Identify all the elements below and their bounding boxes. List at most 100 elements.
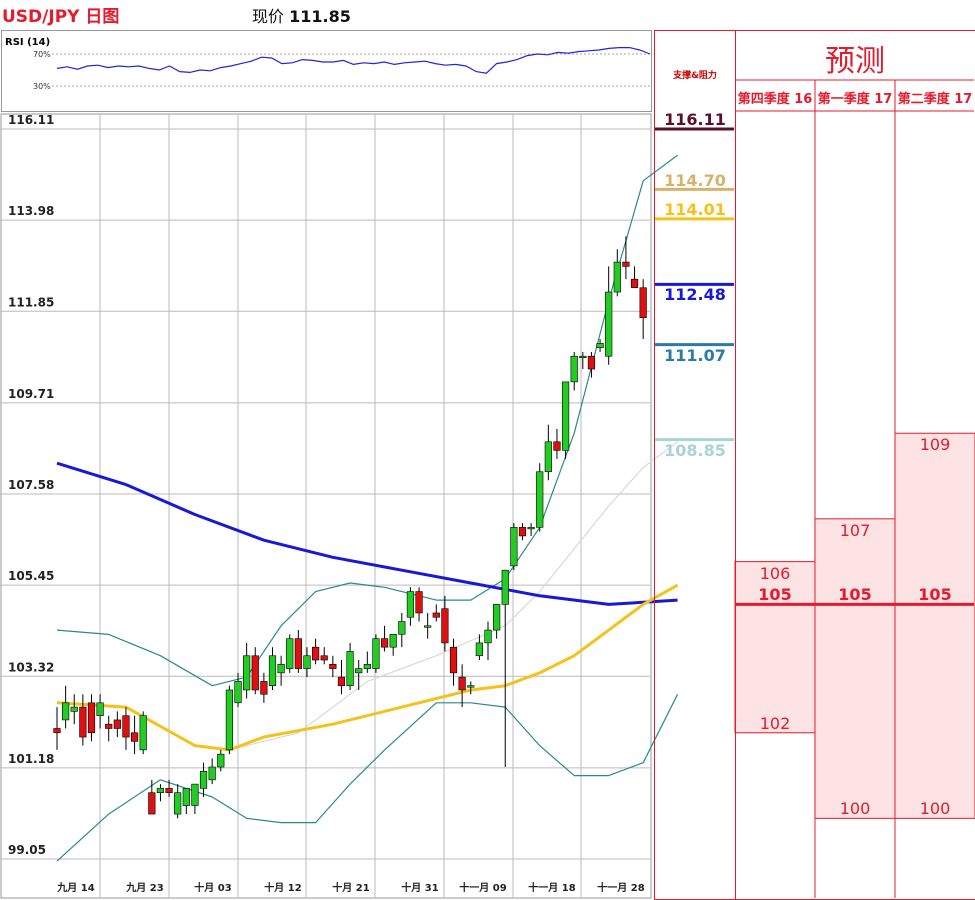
candle — [372, 634, 380, 673]
candle-body — [217, 753, 225, 768]
candle-body — [406, 591, 415, 618]
candle-body — [432, 612, 440, 618]
candle — [53, 707, 61, 750]
candle — [467, 681, 475, 695]
candle — [217, 749, 225, 772]
candle — [268, 647, 277, 690]
candle-body — [389, 634, 397, 648]
candle — [596, 339, 604, 352]
forecast-low-value: 102 — [759, 713, 791, 733]
forecast-quarter-header: 第四季度 16 — [737, 92, 813, 107]
candle-body — [501, 569, 509, 605]
support-resistance-title: 支撑&阻力 — [673, 71, 717, 81]
x-tick-label: 十月 03 — [194, 881, 231, 894]
candle — [165, 779, 173, 797]
sr-level-label: 116.11 — [664, 110, 726, 129]
rsi-title: RSI (14) — [5, 37, 51, 48]
candle-body — [53, 728, 61, 734]
forecast-mid-value: 105 — [918, 585, 952, 605]
price-value: 111.85 — [289, 7, 351, 26]
candle-body — [311, 646, 320, 661]
candle — [458, 664, 466, 708]
forecast-quarter-header: 第二季度 17 — [897, 92, 973, 107]
candle — [544, 424, 552, 481]
candle-body — [458, 676, 466, 691]
forecast-low-value: 100 — [919, 799, 951, 819]
candle — [553, 428, 561, 459]
candle — [622, 236, 630, 280]
forecast-panel — [735, 30, 975, 900]
ma-grey-line — [229, 441, 678, 751]
candle-body — [294, 638, 302, 669]
candle — [79, 694, 87, 746]
sr-level-label: 112.48 — [664, 285, 726, 305]
ma-yellow-line — [56, 583, 679, 752]
candle — [234, 672, 242, 708]
candle-body — [79, 706, 87, 738]
candle — [311, 638, 320, 665]
candle — [130, 715, 139, 755]
candle-body — [329, 664, 337, 669]
candle-body — [96, 702, 104, 716]
candle — [156, 784, 165, 802]
chart-title: USD/JPY 日图 — [2, 7, 120, 27]
candle-body — [518, 527, 527, 537]
current-price: 现价 111.85 — [252, 3, 351, 27]
candle-body — [156, 788, 165, 793]
bollinger-upper-line — [56, 154, 678, 687]
candle-body — [87, 702, 96, 734]
candle — [62, 685, 70, 729]
candle-body — [191, 783, 199, 806]
candle — [501, 569, 509, 768]
candle — [561, 381, 570, 459]
candle — [380, 625, 389, 652]
candle — [639, 279, 647, 340]
candle — [243, 642, 251, 699]
forecast-range-box — [894, 432, 975, 819]
candle-body — [639, 287, 647, 319]
rsi-panel — [1, 30, 652, 112]
candle-body — [113, 719, 121, 729]
y-tick-label: 103.32 — [8, 660, 54, 674]
candle — [527, 523, 535, 536]
candle — [251, 647, 259, 695]
candle-body — [510, 527, 518, 567]
candle-body — [286, 638, 294, 669]
candle-body — [630, 278, 639, 289]
candle — [415, 587, 423, 622]
candle — [432, 604, 440, 622]
candle-body — [398, 621, 406, 635]
candle-body — [337, 676, 346, 686]
price-panel-frame — [0, 113, 652, 899]
candle — [294, 630, 302, 673]
candle-body — [605, 291, 613, 357]
candle — [113, 711, 121, 738]
x-tick-label: 十一月 28 — [597, 881, 644, 894]
x-tick-label: 十月 12 — [264, 881, 301, 894]
candle — [493, 604, 501, 639]
forecast-quarter-header: 第一季度 17 — [817, 92, 893, 107]
y-tick-label: 116.11 — [8, 113, 54, 127]
candle-body — [570, 355, 578, 383]
candle-body — [243, 655, 251, 691]
x-tick-label: 十月 31 — [401, 881, 438, 894]
candle-body — [208, 766, 216, 781]
candle-body — [441, 608, 449, 644]
rsi-level-low: 30% — [33, 82, 51, 91]
x-tick-label: 十一月 18 — [528, 881, 575, 894]
y-tick-label: 99.05 — [8, 843, 46, 857]
candle-body — [527, 527, 535, 530]
y-tick-label: 109.71 — [8, 387, 54, 401]
candle — [70, 694, 78, 725]
candle-body — [579, 355, 587, 359]
candle — [363, 651, 371, 673]
candle-body — [613, 261, 621, 293]
candle-body — [122, 715, 130, 738]
y-tick-label: 105.45 — [8, 569, 54, 583]
candle-body — [225, 689, 234, 751]
candle — [96, 694, 104, 729]
y-tick-label: 113.98 — [8, 204, 54, 218]
candle-body — [484, 629, 492, 644]
candle-body — [544, 441, 552, 473]
candle — [398, 612, 406, 648]
